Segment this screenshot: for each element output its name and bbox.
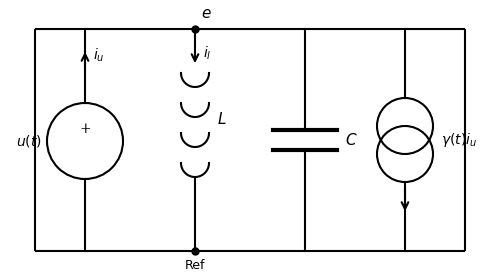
Text: +: + [79, 122, 91, 136]
Text: $\gamma(t)i_u$: $\gamma(t)i_u$ [441, 131, 477, 149]
Text: $u(t)$: $u(t)$ [16, 133, 42, 149]
Text: $C$: $C$ [345, 132, 358, 148]
Text: $L$: $L$ [217, 111, 226, 127]
Text: $e$: $e$ [201, 6, 211, 21]
Text: $i_l$: $i_l$ [203, 45, 211, 62]
Text: $i_u$: $i_u$ [93, 46, 104, 64]
Text: Ref: Ref [185, 259, 206, 272]
